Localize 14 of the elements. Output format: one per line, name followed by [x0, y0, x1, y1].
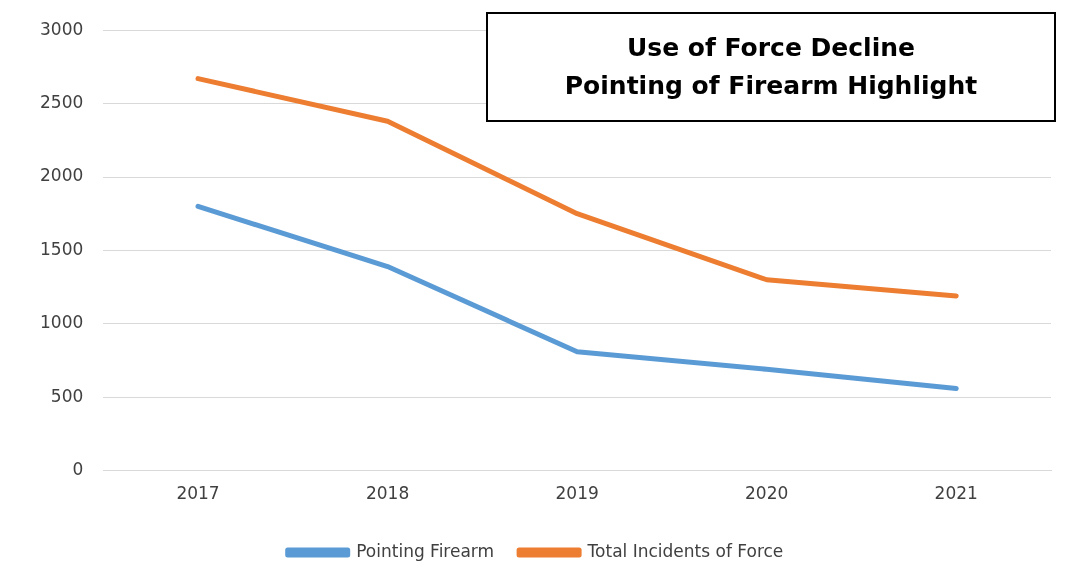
x-tick-label: 2021 — [934, 483, 978, 504]
x-tick-label: 2017 — [176, 483, 220, 504]
y-tick-label: 1500 — [40, 238, 84, 259]
y-tick-label: 3000 — [40, 18, 84, 39]
x-tick-label: 2018 — [365, 483, 410, 504]
x-tick-label: 2019 — [555, 483, 599, 504]
y-tick-label: 2000 — [40, 165, 84, 186]
y-tick-label: 2500 — [40, 92, 84, 113]
legend-label: Pointing Firearm — [356, 540, 495, 561]
y-tick-label: 500 — [50, 385, 84, 406]
y-tick-label: 0 — [72, 459, 84, 480]
legend-label: Total Incidents of Force — [586, 540, 784, 561]
y-tick-label: 1000 — [40, 312, 84, 333]
x-tick-label: 2020 — [745, 483, 789, 504]
